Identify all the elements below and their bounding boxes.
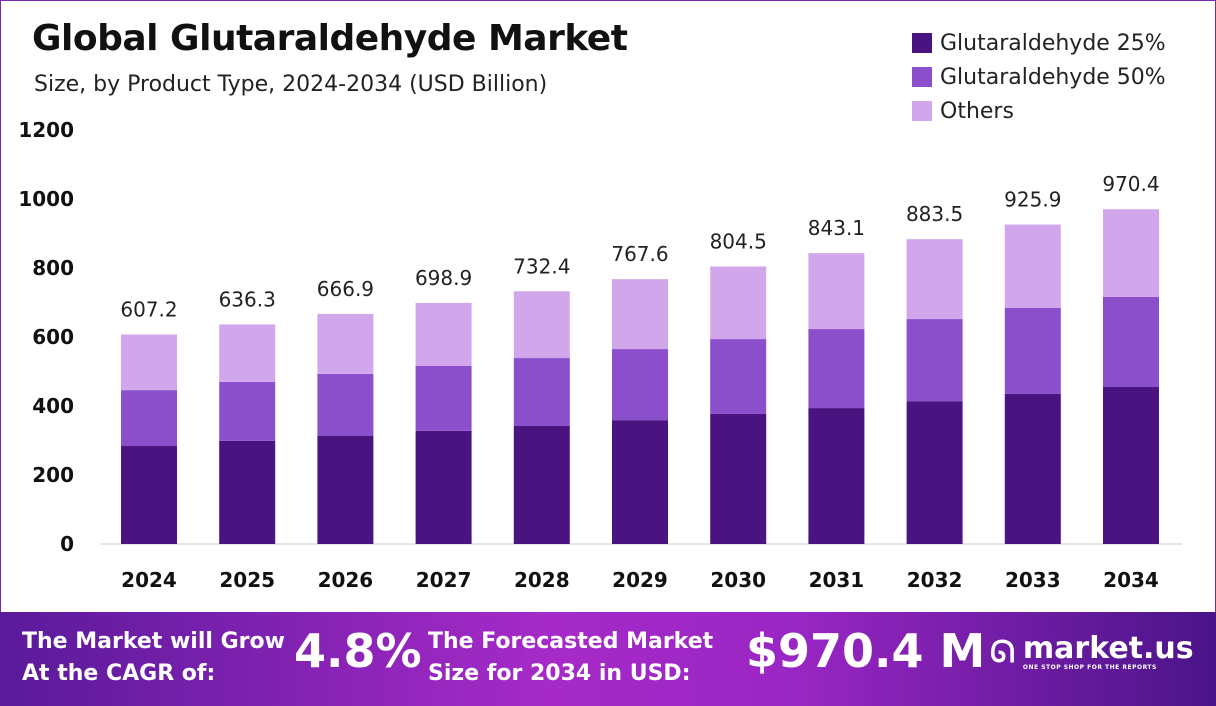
bar-segment-glutaraldehyde-25- — [317, 436, 374, 544]
legend: Glutaraldehyde 25% Glutaraldehyde 50% Ot… — [912, 26, 1166, 128]
bar-segment-glutaraldehyde-25- — [808, 408, 865, 544]
bar-segment-others — [415, 302, 472, 366]
bar-segment-glutaraldehyde-50- — [219, 381, 276, 441]
legend-swatch — [912, 101, 932, 121]
y-tick-label: 600 — [32, 325, 74, 349]
bar-total-label: 732.4 — [513, 254, 570, 278]
legend-label: Glutaraldehyde 50% — [940, 64, 1166, 90]
y-tick-label: 1200 — [18, 118, 74, 142]
bar-segment-others — [612, 279, 668, 350]
bar-segment-glutaraldehyde-50- — [808, 329, 865, 409]
bar-chart: 0 200 400 600 800 1000 1200 607.2 2024 636.3 2025 6… — [18, 118, 1182, 592]
legend-swatch — [912, 67, 932, 87]
bar-segment-others — [317, 313, 374, 374]
x-tick-label: 2030 — [710, 568, 766, 592]
bar-total-label: 804.5 — [710, 229, 767, 253]
bar-total-label: 698.9 — [415, 266, 472, 290]
chart-subtitle: Size, by Product Type, 2024-2034 (USD Bi… — [34, 72, 548, 97]
bar-total-label: 636.3 — [219, 287, 276, 311]
x-tick-label: 2028 — [514, 568, 570, 592]
logo-name: market.us — [1022, 631, 1194, 666]
bar-segment-glutaraldehyde-25- — [906, 401, 963, 544]
bar-segment-glutaraldehyde-50- — [1103, 296, 1159, 388]
bar-segment-others — [219, 324, 276, 382]
legend-label: Glutaraldehyde 25% — [940, 30, 1166, 56]
bar-segment-glutaraldehyde-25- — [219, 440, 276, 544]
y-tick-label: 200 — [32, 463, 74, 487]
bar-segment-glutaraldehyde-25- — [612, 420, 668, 544]
y-tick-label: 400 — [32, 394, 74, 418]
legend-swatch — [912, 33, 932, 53]
forecast-label: The Forecasted Market Size for 2034 in US… — [428, 626, 713, 690]
x-tick-label: 2026 — [318, 568, 374, 592]
bar-segment-glutaraldehyde-50- — [513, 358, 570, 427]
bar-segment-glutaraldehyde-25- — [415, 430, 472, 544]
bar-total-label: 843.1 — [808, 216, 865, 240]
chart-title: Global Glutaraldehyde Market — [32, 18, 628, 59]
x-tick-label: 2031 — [809, 568, 865, 592]
bar-segment-glutaraldehyde-50- — [1004, 308, 1061, 394]
bar-segment-others — [1103, 209, 1159, 297]
market-us-logo: ᘏ market.us ONE STOP SHOP FOR THE REPORTS — [990, 631, 1194, 672]
footer-banner: The Market will Grow At the CAGR of: 4.8%… — [0, 612, 1216, 706]
bar-total-label: 607.2 — [120, 298, 177, 322]
bar-total-label: 970.4 — [1102, 172, 1159, 196]
bar-segment-glutaraldehyde-25- — [121, 446, 177, 544]
bar-segment-glutaraldehyde-50- — [612, 349, 668, 421]
x-tick-label: 2027 — [416, 568, 472, 592]
bar-segment-others — [906, 239, 963, 320]
forecast-value: $970.4 M — [746, 624, 986, 678]
bar-segment-glutaraldehyde-25- — [513, 426, 570, 544]
x-tick-label: 2032 — [907, 568, 963, 592]
x-tick-label: 2034 — [1103, 568, 1159, 592]
bar-total-label: 767.6 — [611, 242, 668, 266]
forecast-label-line: Size for 2034 in USD: — [428, 661, 691, 686]
forecast-label-line: The Forecasted Market — [428, 629, 714, 654]
bar-segment-glutaraldehyde-25- — [1004, 393, 1061, 544]
x-tick-label: 2029 — [612, 568, 668, 592]
bar-segment-glutaraldehyde-50- — [710, 339, 767, 414]
logo-tagline: ONE STOP SHOP FOR THE REPORTS — [1022, 664, 1157, 671]
bar-segment-others — [513, 291, 570, 359]
x-tick-label: 2033 — [1005, 568, 1061, 592]
bar-segment-glutaraldehyde-25- — [710, 413, 767, 544]
bar-total-label: 883.5 — [906, 202, 963, 226]
bar-segment-others — [121, 334, 177, 391]
bar-total-label: 666.9 — [317, 277, 374, 301]
bar-segment-glutaraldehyde-50- — [121, 390, 177, 447]
x-tick-label: 2025 — [219, 568, 275, 592]
cagr-label-line: The Market will Grow — [22, 629, 285, 654]
x-tick-label: 2024 — [121, 568, 177, 592]
bar-segment-glutaraldehyde-25- — [1103, 387, 1159, 544]
cagr-value: 4.8% — [294, 624, 422, 678]
legend-item-50: Glutaraldehyde 50% — [912, 60, 1166, 94]
bar-segment-glutaraldehyde-50- — [906, 319, 963, 402]
bar-segment-others — [808, 253, 865, 330]
bar-segment-glutaraldehyde-50- — [415, 365, 472, 431]
bar-segment-others — [710, 266, 767, 340]
y-tick-label: 0 — [60, 532, 74, 556]
cagr-label-line: At the CAGR of: — [22, 661, 216, 686]
legend-item-others: Others — [912, 94, 1166, 128]
legend-item-25: Glutaraldehyde 25% — [912, 26, 1166, 60]
y-tick-label: 1000 — [18, 187, 74, 211]
legend-label: Others — [940, 98, 1014, 124]
y-tick-label: 800 — [32, 256, 74, 280]
bar-segment-others — [1004, 224, 1061, 309]
bar-segment-glutaraldehyde-50- — [317, 373, 374, 437]
cagr-label: The Market will Grow At the CAGR of: — [22, 626, 285, 690]
logo-icon: ᘏ — [990, 635, 1015, 670]
bar-total-label: 925.9 — [1004, 188, 1061, 212]
